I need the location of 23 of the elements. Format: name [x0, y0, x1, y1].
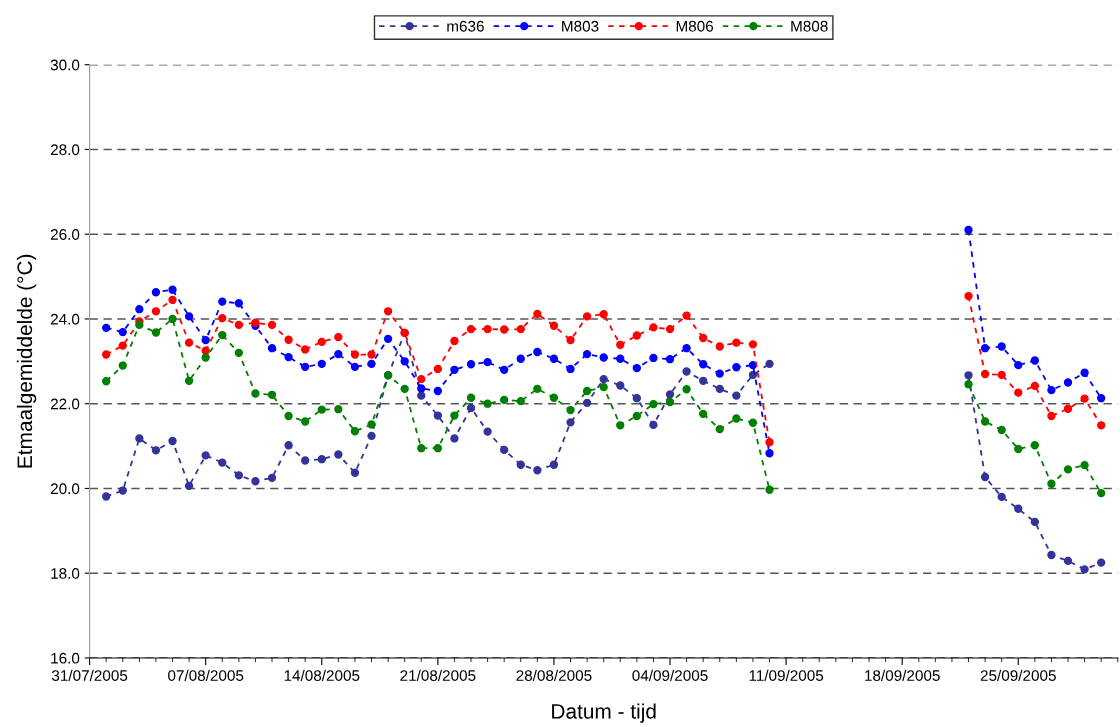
y-tick-label: 26.0 [50, 229, 80, 240]
y-tick-label: 22.0 [50, 398, 80, 410]
y-tick-label: 28.0 [50, 144, 80, 156]
legend-label: M806 [676, 20, 714, 32]
x-tick-label: 18/09/2005 [865, 669, 940, 681]
y-tick-label: 16.0 [51, 652, 80, 664]
y-tick-label: 24.0 [50, 313, 80, 325]
y-tick-label: 30.0 [50, 59, 80, 71]
x-tick-label: 28/08/2005 [516, 669, 592, 681]
x-tick-label: 31/07/2005 [51, 669, 128, 681]
x-tick-label: 11/09/2005 [749, 669, 824, 681]
x-axis-title: Datum - tijd [552, 703, 656, 723]
y-tick-label: 20.0 [50, 483, 80, 495]
x-tick-label: 07/08/2005 [168, 669, 244, 681]
y-axis-title: Etmaalgemiddelde (°C) [16, 254, 37, 468]
legend-label: m636 [447, 20, 484, 32]
x-tick-label: 25/09/2005 [980, 669, 1056, 681]
x-tick-label: 14/08/2005 [284, 669, 360, 681]
x-tick-label: 21/08/2005 [400, 669, 476, 681]
y-tick-label: 18.0 [51, 568, 80, 579]
x-tick-label: 04/09/2005 [632, 669, 708, 681]
legend-label: M808 [791, 20, 828, 32]
legend-label: M803 [562, 20, 599, 32]
